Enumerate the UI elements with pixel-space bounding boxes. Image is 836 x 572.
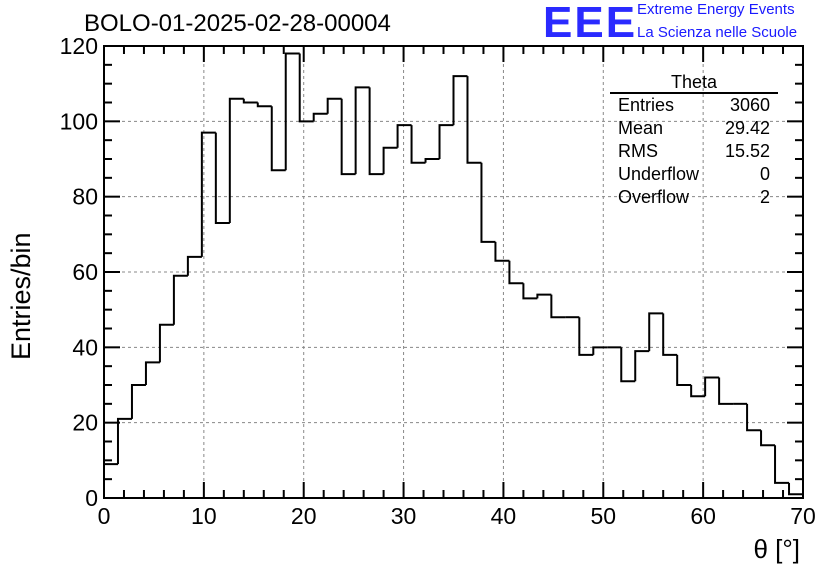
y-tick-label: 0 bbox=[85, 485, 98, 511]
histogram-bin bbox=[788, 482, 803, 496]
y-tick-label: 40 bbox=[72, 334, 98, 360]
histogram-bin bbox=[256, 102, 272, 108]
histogram-bin bbox=[144, 361, 160, 385]
histogram-bin bbox=[354, 86, 370, 175]
y-axis-label: Entries/bin bbox=[6, 232, 36, 360]
histogram-bin bbox=[228, 97, 244, 224]
x-tick-label: 30 bbox=[391, 503, 417, 529]
histogram-bin bbox=[116, 417, 132, 465]
logo-line-2: La Scienza nelle Scuole bbox=[637, 24, 798, 41]
stats-value: 29.42 bbox=[724, 118, 770, 138]
x-tick-label: 20 bbox=[291, 503, 317, 529]
logo-line-1: Extreme Energy Events bbox=[637, 1, 795, 18]
stats-box: Theta Entries 3060 Mean 29.42 RMS 15.52 … bbox=[610, 72, 778, 209]
histogram-bin bbox=[704, 376, 720, 397]
x-tick-label: 40 bbox=[491, 503, 517, 529]
histogram-bin bbox=[158, 323, 174, 363]
histogram-bin bbox=[368, 87, 384, 176]
stats-label: Underflow bbox=[618, 164, 700, 184]
stats-row-mean: Mean 29.42 bbox=[610, 117, 778, 140]
histogram-bin bbox=[536, 293, 552, 299]
stats-label: RMS bbox=[618, 141, 658, 161]
histogram-bin bbox=[746, 403, 762, 432]
histogram-bin bbox=[270, 106, 286, 172]
histogram-bin bbox=[760, 430, 776, 447]
histogram-bin bbox=[676, 354, 692, 386]
stats-value: 2 bbox=[759, 187, 770, 207]
x-axis-label: θ [°] bbox=[753, 534, 800, 564]
histogram-bin bbox=[494, 241, 510, 262]
axis-ticks bbox=[103, 45, 804, 499]
x-tick-label: 50 bbox=[590, 503, 616, 529]
histogram-bin bbox=[718, 377, 734, 405]
histogram-bin bbox=[508, 260, 524, 285]
histogram-bin bbox=[326, 97, 342, 114]
histogram-bin bbox=[242, 98, 258, 104]
histogram-bin bbox=[578, 317, 594, 356]
stats-row-entries: Entries 3060 bbox=[610, 94, 778, 117]
x-tick-label: 70 bbox=[790, 503, 816, 529]
histogram-bin bbox=[634, 350, 650, 382]
histogram-bin bbox=[648, 312, 664, 352]
y-tick-label: 100 bbox=[60, 108, 98, 134]
histogram-bin bbox=[396, 124, 412, 148]
stats-value: 15.52 bbox=[724, 141, 770, 161]
y-tick-label: 120 bbox=[60, 33, 98, 59]
x-tick-label: 60 bbox=[690, 503, 716, 529]
histogram-bin bbox=[214, 132, 230, 225]
histogram-bin bbox=[480, 162, 496, 243]
stats-label: Entries bbox=[618, 95, 675, 115]
histogram-bin bbox=[284, 52, 300, 171]
x-tick-label: 0 bbox=[98, 503, 111, 529]
histogram-bin bbox=[620, 347, 636, 383]
histogram-bin bbox=[172, 274, 188, 325]
stats-row-overflow: Overflow 2 bbox=[610, 186, 778, 209]
histogram-bin bbox=[312, 112, 328, 122]
logo-mark: EEE bbox=[543, 0, 638, 47]
histogram-bin bbox=[382, 146, 398, 175]
stats-title: Theta bbox=[610, 72, 778, 94]
histogram-bin bbox=[452, 75, 468, 126]
histogram-bin bbox=[340, 98, 356, 176]
histogram-bin bbox=[592, 346, 608, 355]
histogram-bin bbox=[424, 158, 440, 163]
histogram-bin bbox=[522, 283, 538, 300]
stats-row-underflow: Underflow 0 bbox=[610, 163, 778, 186]
histogram-bin bbox=[438, 124, 454, 159]
histogram-bin bbox=[200, 131, 216, 257]
x-tick-label: 10 bbox=[191, 503, 217, 529]
stats-value: 3060 bbox=[729, 95, 770, 115]
y-tick-label: 80 bbox=[72, 184, 98, 210]
histogram-bin bbox=[690, 385, 706, 398]
histogram-bin bbox=[130, 384, 146, 419]
histogram-bin bbox=[774, 445, 790, 484]
stats-row-rms: RMS 15.52 bbox=[610, 140, 778, 163]
stats-value: 0 bbox=[759, 164, 770, 184]
histogram-bin bbox=[410, 125, 426, 164]
histogram-bin bbox=[186, 255, 202, 276]
histogram-bin bbox=[662, 313, 678, 356]
chart-title: BOLO-01-2025-02-28-00004 bbox=[84, 10, 391, 37]
y-tick-label: 20 bbox=[72, 410, 98, 436]
stats-label: Overflow bbox=[618, 187, 690, 207]
y-tick-label: 60 bbox=[72, 259, 98, 285]
histogram-bin bbox=[103, 463, 118, 498]
histogram-bin bbox=[466, 76, 482, 164]
stats-label: Mean bbox=[618, 118, 664, 138]
histogram-bin bbox=[298, 53, 314, 123]
histogram-bin bbox=[550, 294, 566, 319]
